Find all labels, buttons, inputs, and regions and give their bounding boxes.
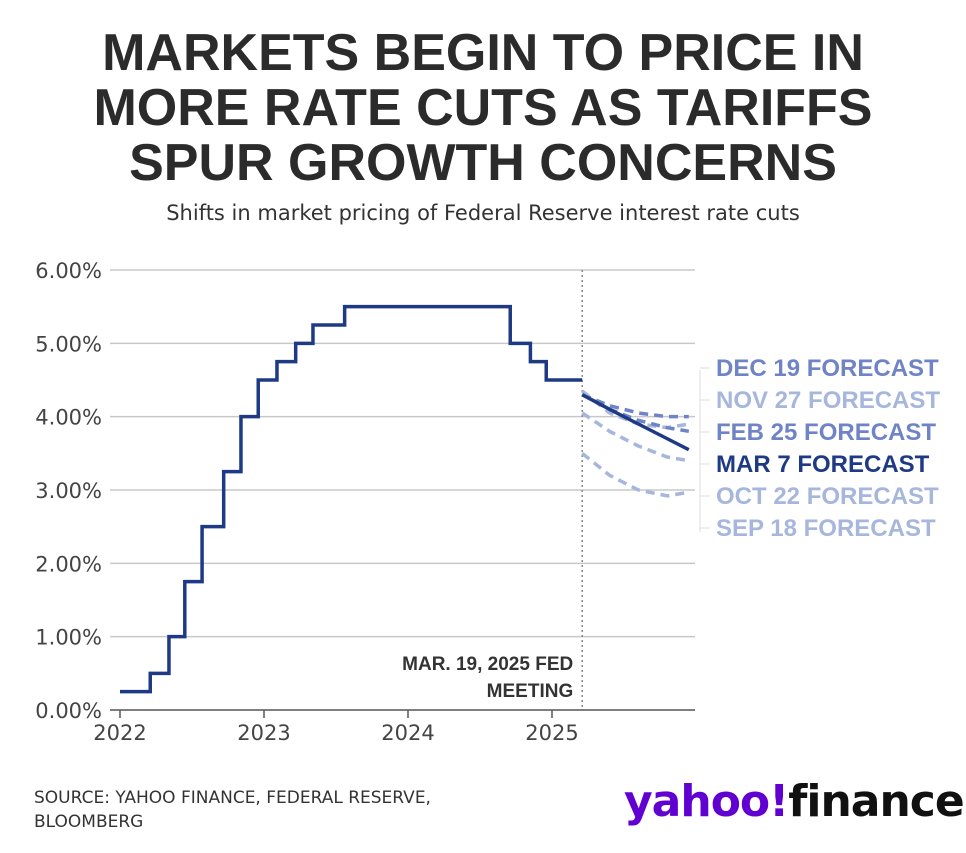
logo-finance: finance bbox=[788, 776, 964, 827]
x-tick-label: 2025 bbox=[525, 721, 578, 745]
y-tick-label: 0.00% bbox=[35, 699, 102, 723]
legend-label: SEP 18 FORECAST bbox=[716, 515, 936, 542]
forecast-line bbox=[581, 393, 690, 452]
forecast-line bbox=[581, 451, 690, 498]
legend-label: FEB 25 FORECAST bbox=[716, 419, 936, 446]
legend-label: DEC 19 FORECAST bbox=[716, 355, 939, 382]
y-tick-label: 3.00% bbox=[35, 479, 102, 503]
y-tick-label: 6.00% bbox=[35, 259, 102, 283]
source-line: BLOOMBERG bbox=[34, 812, 144, 832]
chart-subtitle: Shifts in market pricing of Federal Rese… bbox=[166, 201, 800, 225]
legend-label: MAR 7 FORECAST bbox=[716, 451, 930, 478]
legend-label: NOV 27 FORECAST bbox=[716, 387, 940, 414]
source-note: SOURCE: YAHOO FINANCE, FEDERAL RESERVE, … bbox=[34, 786, 514, 834]
y-tick-label: 1.00% bbox=[35, 626, 102, 650]
x-tick-label: 2024 bbox=[381, 721, 434, 745]
x-tick-label: 2022 bbox=[93, 721, 146, 745]
fed-funds-rate-line bbox=[120, 304, 583, 694]
source-line: SOURCE: YAHOO FINANCE, FEDERAL RESERVE, bbox=[34, 788, 431, 808]
chart-title: MARKETS BEGIN TO PRICE IN MORE RATE CUTS… bbox=[0, 26, 966, 191]
fed-meeting-annotation: MAR. 19, 2025 FED bbox=[402, 654, 573, 675]
fed-meeting-annotation: MEETING bbox=[487, 681, 574, 702]
title-line: MORE RATE CUTS AS TARIFFS bbox=[93, 79, 873, 137]
yahoo-finance-logo: yahoo!finance bbox=[624, 776, 965, 827]
title-line: SPUR GROWTH CONCERNS bbox=[129, 134, 837, 192]
y-tick-label: 4.00% bbox=[35, 406, 102, 430]
forecast-line bbox=[581, 393, 689, 419]
forecast-line bbox=[581, 411, 690, 463]
logo-exclaim: ! bbox=[769, 776, 789, 827]
logo-yahoo: yahoo bbox=[624, 776, 770, 827]
legend-label: OCT 22 FORECAST bbox=[716, 483, 939, 510]
y-tick-label: 2.00% bbox=[35, 552, 102, 576]
y-tick-label: 5.00% bbox=[35, 332, 102, 356]
x-tick-label: 2023 bbox=[237, 721, 290, 745]
title-line: MARKETS BEGIN TO PRICE IN bbox=[102, 24, 864, 82]
